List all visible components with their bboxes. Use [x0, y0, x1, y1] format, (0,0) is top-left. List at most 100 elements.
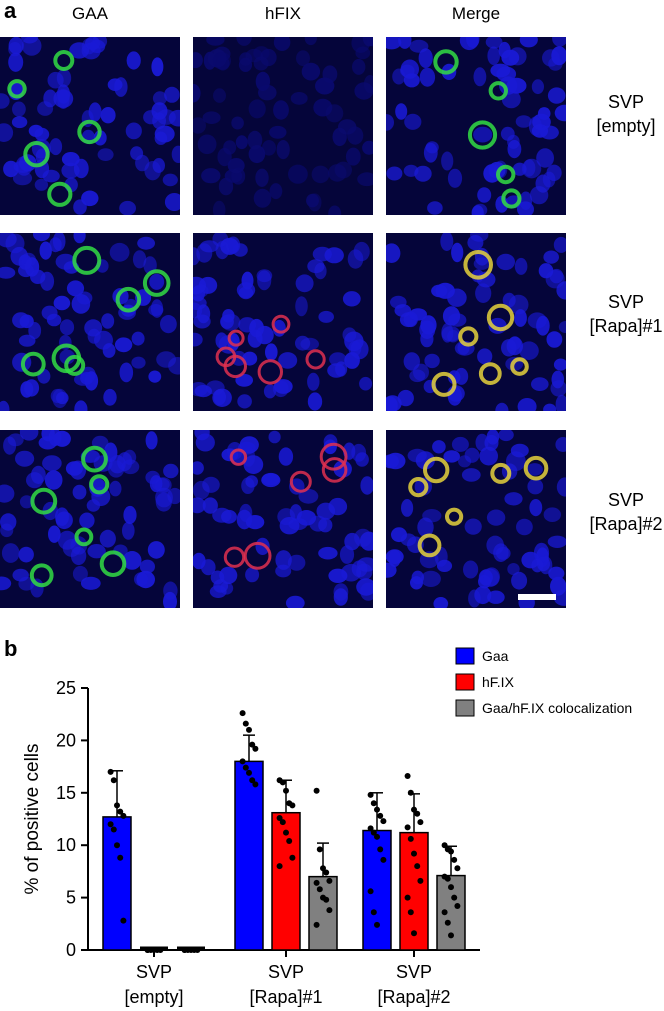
legend-swatch: [455, 699, 475, 717]
data-point: [181, 947, 188, 953]
bar-0-1: [234, 760, 264, 951]
data-point: [448, 932, 454, 939]
data-point: [454, 902, 461, 909]
row-label-line2: [empty]: [596, 116, 656, 136]
scale-bar: [518, 594, 556, 600]
column-title-gaa: GAA: [72, 4, 108, 23]
data-point: [380, 818, 387, 825]
data-point: [448, 848, 454, 855]
data-point: [451, 856, 458, 863]
data-point: [411, 850, 417, 857]
data-point: [367, 791, 374, 798]
x-tick-label-line1: SVP: [136, 962, 172, 982]
data-point: [252, 781, 259, 788]
data-point: [367, 825, 374, 832]
data-point: [374, 921, 380, 928]
row-label-line1: SVP: [607, 92, 645, 112]
data-point: [323, 869, 330, 876]
data-point: [380, 856, 387, 863]
y-tick-label: 25: [56, 678, 76, 698]
data-point: [144, 947, 151, 953]
data-point: [120, 917, 127, 924]
row-label-line1: SVP: [607, 292, 645, 312]
data-point: [444, 919, 451, 926]
data-point: [114, 802, 120, 809]
data-point: [414, 863, 421, 870]
x-tick-label-line1: SVP: [396, 962, 432, 982]
data-point: [279, 779, 286, 786]
data-point: [404, 773, 411, 780]
data-point: [110, 826, 117, 833]
row-label-rapa1: SVP [Rapa]#1: [566, 290, 664, 338]
data-point: [454, 865, 461, 872]
row-label-rapa2: SVP [Rapa]#2: [566, 488, 664, 536]
data-point: [246, 726, 252, 733]
data-point: [283, 787, 289, 794]
data-point: [407, 835, 414, 842]
data-point: [448, 884, 454, 891]
data-point: [374, 806, 380, 813]
micrograph-merge-rapa2: [386, 430, 566, 608]
data-point: [276, 863, 283, 870]
y-tick-label: 0: [66, 940, 76, 960]
legend-label: hF.IX: [482, 674, 515, 690]
row-label-line1: SVP: [607, 490, 645, 510]
data-point: [107, 821, 114, 828]
data-point: [283, 829, 289, 836]
data-point: [117, 854, 124, 861]
data-point: [249, 777, 256, 784]
bar-chart: 0 5 10 15 20 25 % of positive cells SVP [empty] S…: [22, 647, 632, 1007]
data-point: [107, 768, 114, 775]
data-point: [117, 808, 124, 815]
data-point: [316, 886, 323, 893]
data-point: [157, 947, 164, 953]
micrograph-gaa-rapa1: [0, 233, 180, 411]
micrograph-merge-rapa1: [386, 233, 566, 411]
legend-swatch: [455, 673, 475, 691]
x-tick-label-line1: SVP: [268, 962, 304, 982]
data-point: [370, 829, 377, 836]
x-tick-label-line2: [empty]: [124, 987, 183, 1007]
micrograph-gaa-empty: [0, 37, 180, 215]
data-point: [441, 842, 448, 849]
data-point: [444, 875, 451, 882]
data-point: [407, 909, 414, 916]
panel-letter-b: b: [4, 636, 18, 661]
micrograph-hfix-rapa2: [193, 430, 373, 608]
data-point: [320, 865, 326, 872]
data-point: [242, 764, 249, 771]
legend-label: Gaa/hF.IX colocalization: [482, 700, 632, 716]
data-point: [370, 909, 377, 916]
row-label-empty: SVP [empty]: [566, 90, 664, 138]
data-point: [414, 810, 421, 817]
data-point: [242, 720, 249, 727]
data-point: [323, 896, 330, 903]
data-point: [313, 787, 320, 794]
bar-2-1: [308, 875, 338, 951]
bar-0-0: [102, 816, 132, 951]
data-point: [239, 758, 246, 765]
y-axis-label: % of positive cells: [22, 743, 43, 894]
micrograph-hfix-empty: [193, 37, 373, 215]
data-point: [451, 894, 458, 901]
data-point: [404, 894, 411, 901]
micrograph-gaa-rapa2: [0, 430, 180, 608]
data-point: [316, 846, 323, 853]
data-point: [276, 814, 283, 821]
y-tick-label: 5: [66, 888, 76, 908]
data-point: [377, 812, 384, 819]
x-tick-label-line2: [Rapa]#2: [377, 987, 450, 1007]
data-point: [246, 769, 252, 776]
bar-0-2: [362, 829, 392, 951]
data-point: [313, 879, 320, 886]
data-point: [289, 802, 296, 809]
data-point: [411, 806, 417, 813]
data-point: [367, 888, 374, 895]
data-point: [417, 877, 424, 884]
data-point: [289, 854, 296, 861]
data-point: [370, 800, 377, 807]
data-point: [279, 819, 286, 826]
panel-letter-a: a: [4, 0, 17, 23]
data-point: [377, 846, 384, 853]
data-point: [374, 833, 380, 840]
